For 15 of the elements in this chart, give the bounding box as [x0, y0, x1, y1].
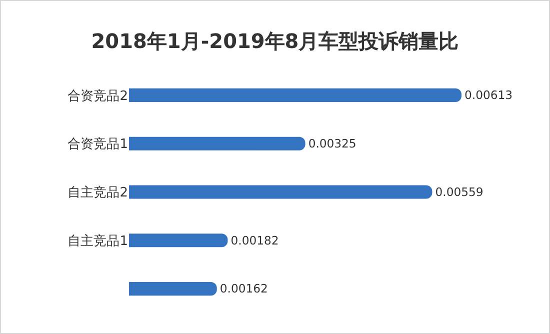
bar: [129, 136, 306, 150]
y-tick-label: 自主竞品2: [68, 184, 128, 201]
y-tick-label: 合资竞品1: [68, 137, 128, 152]
data-label: 0.00559: [435, 184, 484, 199]
data-label: 0.00325: [308, 136, 356, 150]
data-label: 0.00162: [220, 282, 268, 296]
bar: [129, 282, 217, 296]
bar: [129, 185, 432, 199]
bar: [129, 234, 228, 248]
y-tick-label: 合资竞品2: [68, 88, 128, 104]
data-label: 0.00613: [464, 88, 513, 102]
data-label: 0.00182: [230, 233, 279, 248]
y-tick-label: 自主竞品1: [68, 232, 128, 249]
bar: [129, 88, 462, 102]
chart-title: 2018年1月-2019年8月车型投诉销量比: [91, 29, 459, 54]
